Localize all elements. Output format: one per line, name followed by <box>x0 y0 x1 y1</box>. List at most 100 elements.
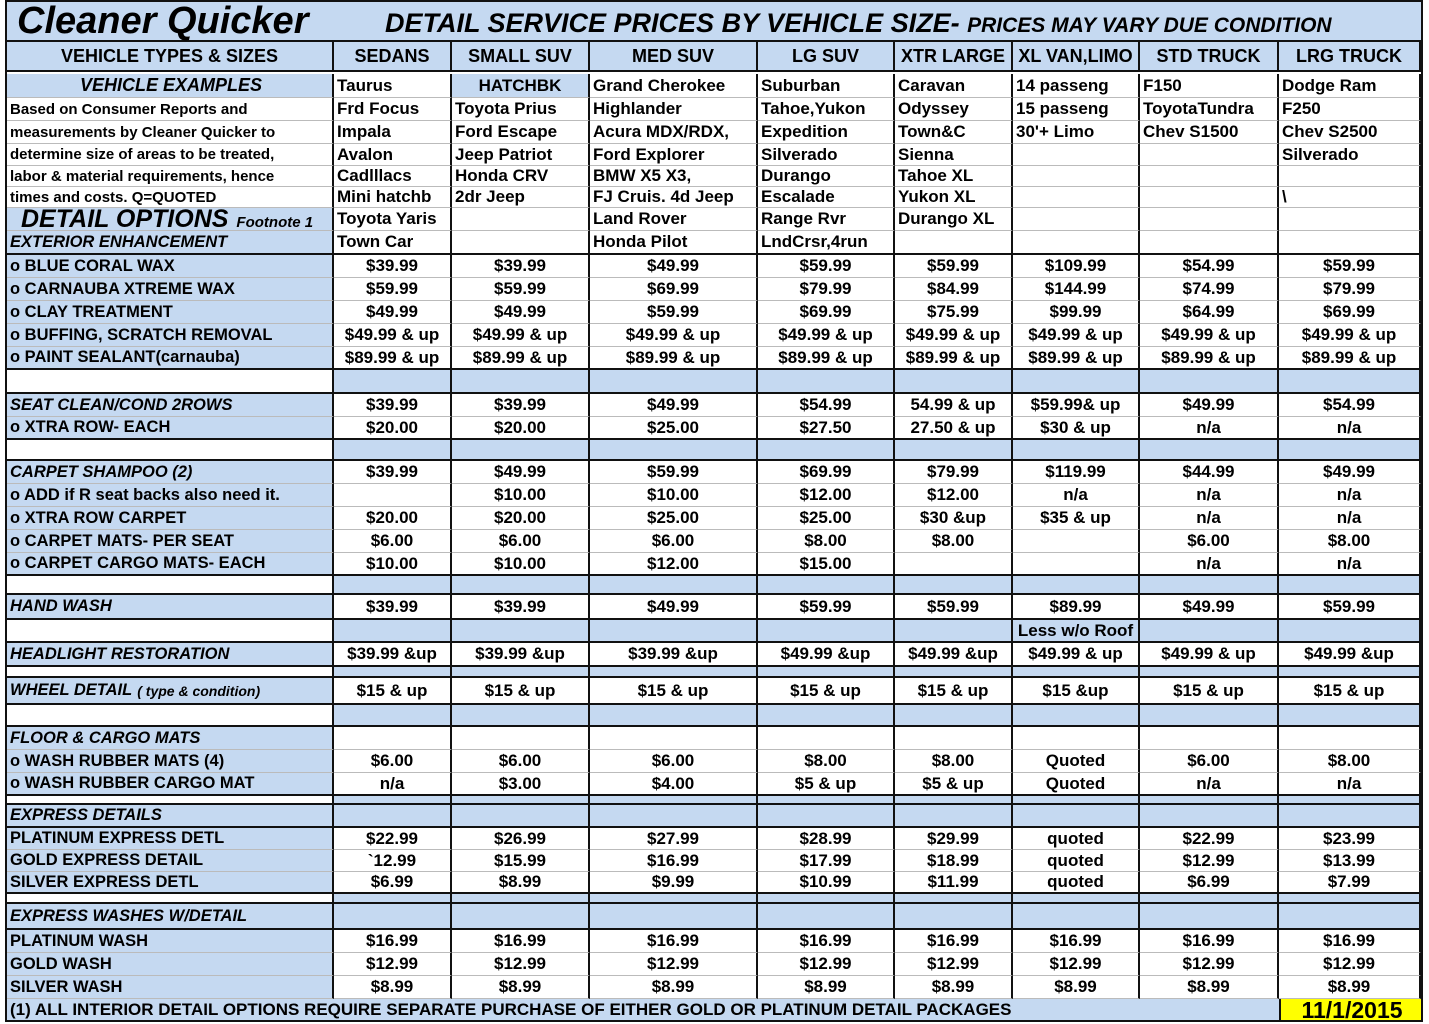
label-text: o XTRA ROW- EACH <box>10 418 171 436</box>
title-bar: Cleaner Quicker DETAIL SERVICE PRICES BY… <box>7 0 1421 42</box>
vehicle-example-cell: Jeep Patriot <box>452 144 590 166</box>
price-cell: $49.99 & up <box>1140 324 1279 347</box>
vehicle-example-cell: Silverado <box>758 144 895 166</box>
price-cell <box>1013 727 1140 750</box>
price-cell: $54.99 <box>1279 394 1421 417</box>
vehicle-example-row: DETAIL OPTIONS Footnote 1 Toyota Yaris Land… <box>7 208 1421 231</box>
table-row: CARPET SHAMPOO (2) $39.99 $49.99 $59.99 $69.… <box>7 461 1421 484</box>
price-cell: $39.99 <box>452 595 590 620</box>
price-cell: $89.99 & up <box>1140 347 1279 370</box>
price-cell: $16.99 <box>452 930 590 953</box>
price-cell <box>895 805 1013 828</box>
vehicle-example-cell: FJ Cruis. 4d Jeep <box>590 187 758 208</box>
vehicle-example-cell: Odyssey <box>895 98 1013 121</box>
price-cell: n/a <box>1140 773 1279 796</box>
price-cell: $39.99 &up <box>590 643 758 667</box>
spacer-row <box>7 576 1421 595</box>
price-cell: $74.99 <box>1140 278 1279 301</box>
price-cell: $30 &up <box>895 507 1013 530</box>
row-label <box>7 440 334 461</box>
price-cell: $89.99 & up <box>334 347 452 370</box>
table-row: o WASH RUBBER CARGO MAT n/a $3.00 $4.00 $5 &… <box>7 773 1421 796</box>
price-cell: $6.00 <box>452 750 590 773</box>
price-cell <box>590 894 758 904</box>
price-cell <box>1279 370 1421 394</box>
price-cell: $69.99 <box>758 301 895 324</box>
vehicle-example-cell <box>452 208 590 231</box>
price-cell: $6.99 <box>1140 872 1279 894</box>
price-cell: $22.99 <box>1140 828 1279 850</box>
label-text: SEAT CLEAN/COND 2ROWS <box>10 395 233 414</box>
price-cell: $89.99 & up <box>1279 347 1421 370</box>
price-cell: $12.99 <box>452 953 590 976</box>
price-cell <box>1279 440 1421 461</box>
price-cell <box>1279 796 1421 805</box>
price-cell: $59.99 <box>452 278 590 301</box>
price-cell: $49.99 & up <box>1140 643 1279 667</box>
price-cell: Quoted <box>1013 750 1140 773</box>
price-cell <box>1279 705 1421 727</box>
price-cell: $20.00 <box>334 507 452 530</box>
price-cell: $49.99 & up <box>452 324 590 347</box>
price-cell: $49.99 & up <box>590 324 758 347</box>
section-heading: HAND WASH <box>7 595 334 620</box>
price-cell: $75.99 <box>895 301 1013 324</box>
price-cell: $89.99 & up <box>452 347 590 370</box>
label-text: VEHICLE EXAMPLES <box>79 75 263 95</box>
footer: (1) ALL INTERIOR DETAIL OPTIONS REQUIRE … <box>7 997 1423 1023</box>
price-cell: $84.99 <box>895 278 1013 301</box>
price-cell: $15 & up <box>590 678 758 705</box>
price-cell: $49.99 <box>1279 461 1421 484</box>
price-cell <box>895 576 1013 595</box>
price-cell <box>452 894 590 904</box>
price-cell <box>452 440 590 461</box>
price-cell: $22.99 <box>334 828 452 850</box>
price-cell <box>1140 620 1279 643</box>
vehicle-example-cell: Impala <box>334 121 452 144</box>
price-cell <box>1013 805 1140 828</box>
label-text: o XTRA ROW CARPET <box>10 508 187 527</box>
price-cell: $8.00 <box>895 750 1013 773</box>
section-heading: EXPRESS WASHES W/DETAIL <box>7 904 334 930</box>
vehicle-example-cell <box>452 231 590 255</box>
label-text: o BLUE CORAL WAX <box>10 256 175 275</box>
price-cell: n/a <box>1140 507 1279 530</box>
price-cell: $15 &up <box>1013 678 1140 705</box>
price-cell <box>334 904 452 930</box>
price-cell: $8.99 <box>758 976 895 999</box>
table-row: SILVER WASH $8.99 $8.99 $8.99 $8.99 $8.99 $8.9… <box>7 976 1421 999</box>
vehicle-example-cell: F250 <box>1279 98 1421 121</box>
vehicle-example-cell <box>1013 144 1140 166</box>
price-cell <box>590 576 758 595</box>
price-cell: $8.00 <box>758 750 895 773</box>
price-cell: $89.99 & up <box>1013 347 1140 370</box>
vehicle-example-cell: Honda Pilot <box>590 231 758 255</box>
price-cell <box>334 484 452 507</box>
vehicle-example-row: VEHICLE EXAMPLES Taurus HATCHBK Grand Chero… <box>7 74 1421 98</box>
table-row: GOLD WASH $12.99 $12.99 $12.99 $12.99 $12.99 $… <box>7 953 1421 976</box>
price-cell <box>334 805 452 828</box>
price-cell <box>452 370 590 394</box>
price-cell: $59.99& up <box>1013 394 1140 417</box>
vehicle-example-cell <box>1140 231 1279 255</box>
price-cell: $16.99 <box>1279 930 1421 953</box>
price-cell <box>452 576 590 595</box>
vehicle-example-cell: Town&C <box>895 121 1013 144</box>
price-cell <box>895 370 1013 394</box>
table-row: o BLUE CORAL WAX $39.99 $39.99 $49.99 $59.99… <box>7 255 1421 278</box>
vehicle-example-cell: Sienna <box>895 144 1013 166</box>
vehicle-example-cell: Toyota Yaris <box>334 208 452 231</box>
price-cell: $54.99 <box>758 394 895 417</box>
row-label: o XTRA ROW CARPET <box>7 507 334 530</box>
table-row: o ADD if R seat backs also need it. $10.0… <box>7 484 1421 507</box>
price-cell: $59.99 <box>590 301 758 324</box>
label-note: ( type & condition) <box>137 682 261 699</box>
price-cell <box>590 796 758 805</box>
price-cell: $12.99 <box>1013 953 1140 976</box>
label-text: measurements by Cleaner Quicker to <box>10 123 276 141</box>
price-cell <box>1013 370 1140 394</box>
vehicle-example-cell <box>1279 166 1421 187</box>
price-cell: $16.99 <box>1140 930 1279 953</box>
price-cell: $49.99 <box>452 301 590 324</box>
row-label: SILVER WASH <box>7 976 334 999</box>
